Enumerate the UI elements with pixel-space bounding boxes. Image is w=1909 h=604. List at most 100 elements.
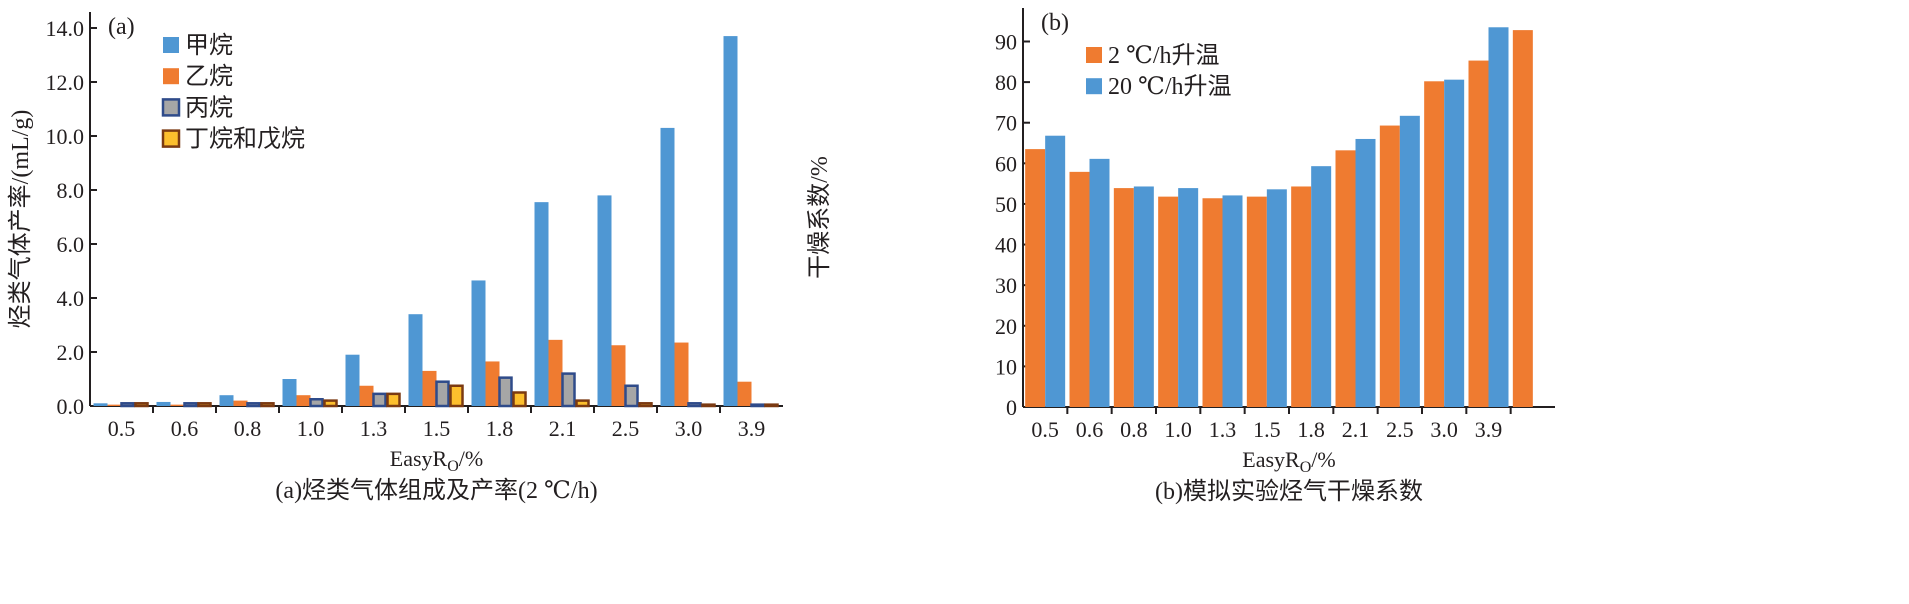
bar-乙烷 (485, 361, 500, 406)
bar-20 ℃/h升温 (1444, 79, 1465, 407)
x-tick-label: 0.5 (108, 416, 136, 441)
bar-甲烷 (282, 379, 297, 406)
y-tick-label: 70 (995, 111, 1017, 136)
legend-label: 2 ℃/h升温 (1108, 42, 1220, 69)
y-tick-label: 0.0 (57, 394, 85, 419)
y-tick-label: 14.0 (46, 16, 85, 41)
bar-甲烷 (345, 354, 360, 406)
x-tick-label: 2.5 (1386, 417, 1414, 442)
x-label-main: EasyR (390, 446, 448, 471)
x-tick-label: 2.5 (612, 416, 640, 441)
legend-swatch (161, 98, 181, 117)
bar-甲烷 (156, 401, 171, 406)
chart-panel-a: 0.0 2.0 4.0 6.0 8.0 10.0 12.0 14.0 0.5 0.6 0.8 1.0 1… (7, 12, 783, 504)
bar-2 ℃/h升温 (1335, 150, 1356, 407)
y-tick-label: 90 (995, 29, 1017, 54)
bar-20 ℃/h升温 (1266, 189, 1287, 407)
bar-2 ℃/h升温 (1468, 60, 1489, 408)
bar-丁烷和戊烷 (134, 402, 149, 408)
bar-20 ℃/h升温 (1488, 27, 1509, 407)
legend-swatch (163, 37, 179, 53)
panel-label: (a) (108, 14, 135, 40)
bar-2 ℃/h升温 (1113, 188, 1134, 407)
bar-乙烷 (422, 370, 437, 406)
x-label-unit: /% (459, 446, 483, 471)
bar-20 ℃/h升温 (1222, 195, 1243, 407)
y-tick-label: 6.0 (57, 232, 85, 257)
bar-丙烷 (183, 402, 198, 408)
bar-丙烷 (372, 392, 387, 408)
x-tick-label: 2.1 (1342, 417, 1370, 442)
bar-甲烷 (723, 36, 738, 406)
x-tick-label: 1.8 (486, 416, 514, 441)
x-tick-label: 1.5 (423, 416, 451, 441)
x-label-sub: O (447, 458, 459, 475)
bar-甲烷 (408, 314, 423, 406)
legend-label: 20 ℃/h升温 (1108, 73, 1232, 100)
x-tick-label: 0.6 (1076, 417, 1104, 442)
x-tick-label: 0.8 (1120, 417, 1148, 442)
x-label-unit: /% (1311, 447, 1335, 472)
x-tick-label: 1.0 (297, 416, 325, 441)
bar-乙烷 (359, 385, 374, 406)
bar-丁烷和戊烷 (512, 391, 527, 408)
caption: (a)烃类气体组成及产率(2 ℃/h) (275, 477, 597, 504)
bar-20 ℃/h升温 (1089, 158, 1110, 407)
bar-丙烷 (498, 376, 513, 408)
x-tick-label: 0.6 (171, 416, 199, 441)
bar-甲烷 (471, 280, 486, 406)
bar-乙烷 (233, 400, 248, 406)
x-tick-label: 3.9 (1475, 417, 1503, 442)
x-tick-label: 1.3 (1209, 417, 1237, 442)
x-tick-label: 2.1 (549, 416, 577, 441)
bar-丙烷 (750, 403, 765, 408)
x-tick-label: 1.5 (1253, 417, 1281, 442)
x-label-sub: O (1300, 459, 1312, 476)
y-tick-label: 30 (995, 273, 1017, 298)
bar-甲烷 (534, 202, 549, 406)
x-axis-label: EasyRO/% (1242, 447, 1335, 476)
bar-丁烷和戊烷 (260, 402, 275, 408)
bar-20 ℃/h升温 (1355, 138, 1376, 408)
y-tick-label: 10.0 (46, 124, 85, 149)
bar-乙烷 (170, 404, 185, 406)
legend-swatch (163, 68, 179, 85)
bar-乙烷 (296, 395, 311, 406)
bar-丙烷 (246, 402, 261, 408)
bar-乙烷 (548, 339, 563, 406)
bar-丁烷和戊烷 (449, 384, 464, 408)
x-tick-label: 0.8 (234, 416, 262, 441)
bar-2 ℃/h升温 (1424, 81, 1445, 407)
y-axis-label: 烃类气体产率/(mL/g) (7, 110, 34, 329)
bar-20 ℃/h升温 (1133, 186, 1154, 407)
y-tick-label: 80 (995, 70, 1017, 95)
bar-丙烷 (561, 372, 576, 408)
bar-丁烷和戊烷 (197, 402, 212, 408)
bar-2 ℃/h升温 (1069, 171, 1090, 407)
bar-丁烷和戊烷 (386, 392, 401, 408)
x-tick-label: 1.0 (1164, 417, 1192, 442)
bar-2 ℃/h升温 (1291, 186, 1312, 407)
legend-label: 丙烷 (185, 94, 233, 121)
bar-2 ℃/h升温 (1202, 198, 1223, 407)
y-tick-label: 20 (995, 314, 1017, 339)
y-axis-label: 干燥系数/% (806, 156, 833, 279)
legend-swatch (1086, 47, 1102, 63)
panel-label: (b) (1041, 10, 1069, 36)
y-tick-label: 40 (995, 233, 1017, 258)
bar-丁烷和戊烷 (638, 402, 653, 408)
legend-swatch (161, 129, 181, 148)
x-axis-label: EasyRO/% (390, 446, 483, 475)
bar-丙烷 (624, 384, 639, 408)
bar-丁烷和戊烷 (764, 403, 779, 408)
bar-丙烷 (309, 398, 324, 408)
bar-乙烷 (107, 404, 122, 406)
chart-panel-b: 0 10 20 30 40 50 60 70 80 90 0.5 0.6 0.8 1.0 1.3 1.5 1.8… (806, 8, 1555, 505)
y-tick-label: 2.0 (57, 340, 85, 365)
bar-丁烷和戊烷 (701, 403, 716, 408)
x-tick-label: 3.0 (1430, 417, 1458, 442)
bar-2 ℃/h升温 (1025, 149, 1046, 407)
caption: (b)模拟实验烃气干燥系数 (1155, 478, 1423, 505)
legend-label: 乙烷 (185, 63, 233, 90)
